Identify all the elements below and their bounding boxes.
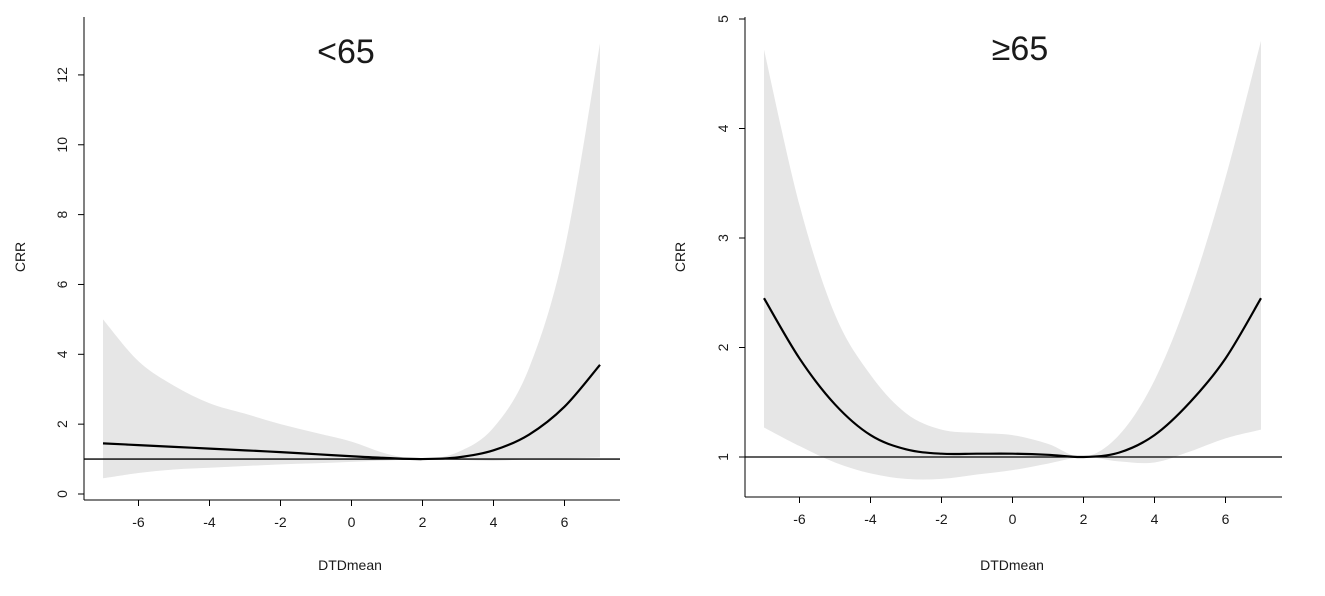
x-tick-label: -2 bbox=[935, 511, 948, 527]
x-tick-label: 6 bbox=[1222, 511, 1230, 527]
panel-title: ≥65 bbox=[992, 30, 1048, 68]
y-tick-label: 8 bbox=[54, 211, 70, 219]
x-tick-label: -4 bbox=[864, 511, 877, 527]
x-tick-label: -4 bbox=[203, 514, 216, 530]
y-tick-label: 1 bbox=[715, 453, 731, 461]
y-axis-title: CRR bbox=[12, 242, 28, 272]
x-tick-label: 4 bbox=[490, 514, 498, 530]
series-line bbox=[102, 364, 601, 461]
plot-layer: -6 -4 -2 0 2 4 6 0 2 4 6 8 10 12 bbox=[54, 17, 620, 530]
confidence-band bbox=[764, 40, 1261, 480]
y-tick-label: 4 bbox=[54, 350, 70, 358]
panel-under-65: -6 -4 -2 0 2 4 6 0 2 4 6 8 10 12 <65 DTDmean CRR bbox=[12, 17, 620, 573]
x-tick-label: 2 bbox=[419, 514, 427, 530]
y-tick-label: 5 bbox=[715, 15, 731, 23]
y-tick-label: 10 bbox=[54, 137, 70, 153]
x-axis-title: DTDmean bbox=[980, 557, 1044, 573]
y-tick-label: 2 bbox=[715, 343, 731, 351]
y-tick-label: 2 bbox=[54, 420, 70, 428]
plot-layer: -6 -4 -2 0 2 4 6 1 2 3 4 5 bbox=[715, 15, 1282, 527]
x-tick-label: -6 bbox=[132, 514, 145, 530]
y-tick-label: 3 bbox=[715, 234, 731, 242]
x-tick-label: -6 bbox=[793, 511, 806, 527]
x-axis-title: DTDmean bbox=[318, 557, 382, 573]
y-tick-label: 12 bbox=[54, 67, 70, 83]
x-tick-label: 0 bbox=[1009, 511, 1017, 527]
y-axis-title: CRR bbox=[672, 242, 688, 272]
y-tick-label: 6 bbox=[54, 280, 70, 288]
y-tick-label: 4 bbox=[715, 124, 731, 132]
series-line bbox=[763, 297, 1262, 459]
y-tick-label: 0 bbox=[54, 490, 70, 498]
x-tick-label: 6 bbox=[561, 514, 569, 530]
x-tick-label: 0 bbox=[348, 514, 356, 530]
x-tick-label: 2 bbox=[1080, 511, 1088, 527]
confidence-band bbox=[103, 43, 600, 479]
panel-65-and-over: -6 -4 -2 0 2 4 6 1 2 3 4 5 ≥65 DTDmean CRR bbox=[672, 15, 1282, 573]
x-tick-label: -2 bbox=[274, 514, 287, 530]
panel-title: <65 bbox=[317, 33, 375, 71]
x-tick-label: 4 bbox=[1151, 511, 1159, 527]
